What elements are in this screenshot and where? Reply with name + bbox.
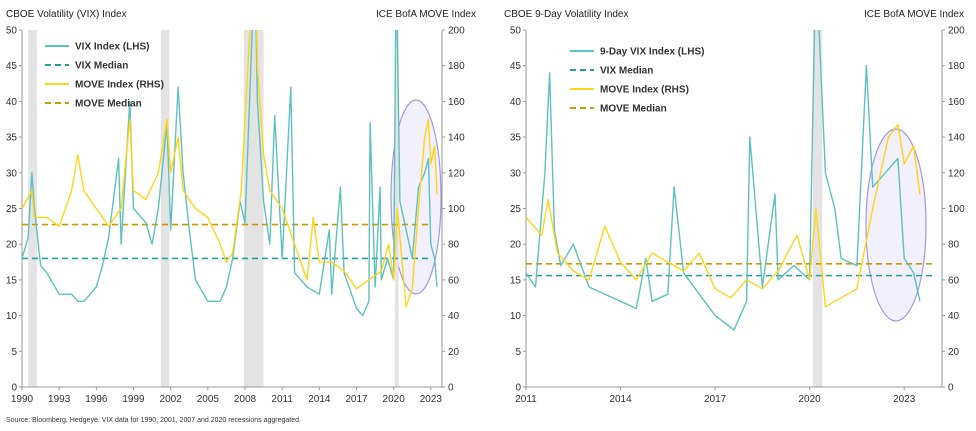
chart-1: CBOE Volatility (VIX) Index ICE BofA MOVE… [6,9,476,405]
vix-series-line [22,30,438,317]
right-tick-label: 160 [948,97,965,108]
legend-label: MOVE Index (RHS) [600,85,689,96]
move-series-line [526,123,921,308]
left-tick-label: 15 [510,275,522,286]
recession-band [28,30,37,387]
x-tick-label: 1990 [11,394,34,405]
right-tick-label: 100 [948,204,965,215]
left-tick-label: 0 [515,383,521,394]
left-tick-label: 25 [510,204,522,215]
series-group [22,30,438,317]
left-tick-label: 20 [510,240,522,251]
right-tick-label: 60 [448,275,460,286]
left-tick-label: 40 [6,97,18,108]
right-axis-title: ICE BofA MOVE Index [376,9,476,20]
left-tick-label: 45 [510,61,522,72]
legend-label: MOVE Index (RHS) [75,80,164,91]
legend-label: MOVE Median [600,104,667,115]
x-tick-label: 1996 [85,394,108,405]
right-tick-label: 20 [448,347,460,358]
x-tick-label: 2002 [160,394,183,405]
left-tick-label: 35 [6,133,18,144]
series-group [526,30,921,331]
left-tick-label: 45 [6,61,18,72]
right-tick-label: 0 [948,383,954,394]
x-tick-label: 2014 [609,394,632,405]
x-tick-label: 2020 [799,394,822,405]
x-tick-label: 2023 [420,394,443,405]
x-tick-label: 2011 [271,394,293,405]
source-note: Source: Bloomberg, Hedgeye. VIX data for… [6,417,301,424]
right-tick-label: 200 [448,26,465,37]
recession-band [812,30,823,387]
x-tick-label: 2005 [197,394,220,405]
x-tick-label: 2017 [345,394,368,405]
right-tick-label: 80 [448,240,460,251]
left-tick-label: 25 [6,204,18,215]
chart-title: CBOE Volatility (VIX) Index [6,9,127,20]
right-tick-label: 40 [948,311,960,322]
right-tick-label: 180 [948,61,965,72]
highlight-ellipse [390,99,442,295]
chart-2: CBOE 9-Day Volatility Index ICE BofA MOVE… [504,9,965,405]
x-tick-label: 1999 [122,394,145,405]
recession-band [160,30,170,387]
left-tick-label: 30 [510,168,522,179]
left-tick-label: 15 [6,275,18,286]
x-tick-label: 2008 [234,394,257,405]
right-tick-label: 60 [948,275,960,286]
x-tick-label: 1993 [48,394,71,405]
right-tick-label: 140 [948,133,965,144]
legend: 9-Day VIX Index (LHS) VIX Median MOVE Inde… [570,47,704,115]
right-tick-label: 120 [948,168,965,179]
highlight-ellipse [865,128,927,322]
legend: VIX Index (LHS) VIX Median MOVE Index (RHS… [45,42,164,110]
left-tick-label: 50 [6,26,18,37]
legend-label: VIX Median [600,66,653,77]
left-tick-label: 0 [11,383,17,394]
vix-series-line [526,30,921,331]
right-tick-label: 200 [948,26,965,37]
left-tick-label: 10 [6,311,18,322]
left-tick-label: 5 [515,347,521,358]
right-tick-label: 140 [448,133,465,144]
left-tick-label: 50 [510,26,522,37]
right-tick-label: 80 [948,240,960,251]
left-tick-label: 5 [11,347,17,358]
x-tick-label: 2017 [704,394,727,405]
chart-title: CBOE 9-Day Volatility Index [504,9,629,20]
legend-label: VIX Median [75,61,128,72]
left-tick-label: 35 [510,133,522,144]
x-tick-label: 2011 [515,394,537,405]
right-tick-label: 20 [948,347,960,358]
legend-label: MOVE Median [75,99,142,110]
right-tick-label: 100 [448,204,465,215]
x-tick-label: 2020 [383,394,406,405]
left-tick-label: 30 [6,168,18,179]
right-axis-title: ICE BofA MOVE Index [864,9,964,20]
right-tick-label: 180 [448,61,465,72]
legend-label: VIX Index (LHS) [75,42,149,53]
left-tick-label: 10 [510,311,522,322]
right-tick-label: 120 [448,168,465,179]
left-tick-label: 40 [510,97,522,108]
left-tick-label: 20 [6,240,18,251]
x-tick-label: 2014 [308,394,331,405]
right-tick-label: 0 [448,383,454,394]
right-tick-label: 40 [448,311,460,322]
legend-label: 9-Day VIX Index (LHS) [600,47,704,58]
right-tick-label: 160 [448,97,465,108]
move-series-line [22,30,438,308]
x-tick-label: 2023 [893,394,916,405]
